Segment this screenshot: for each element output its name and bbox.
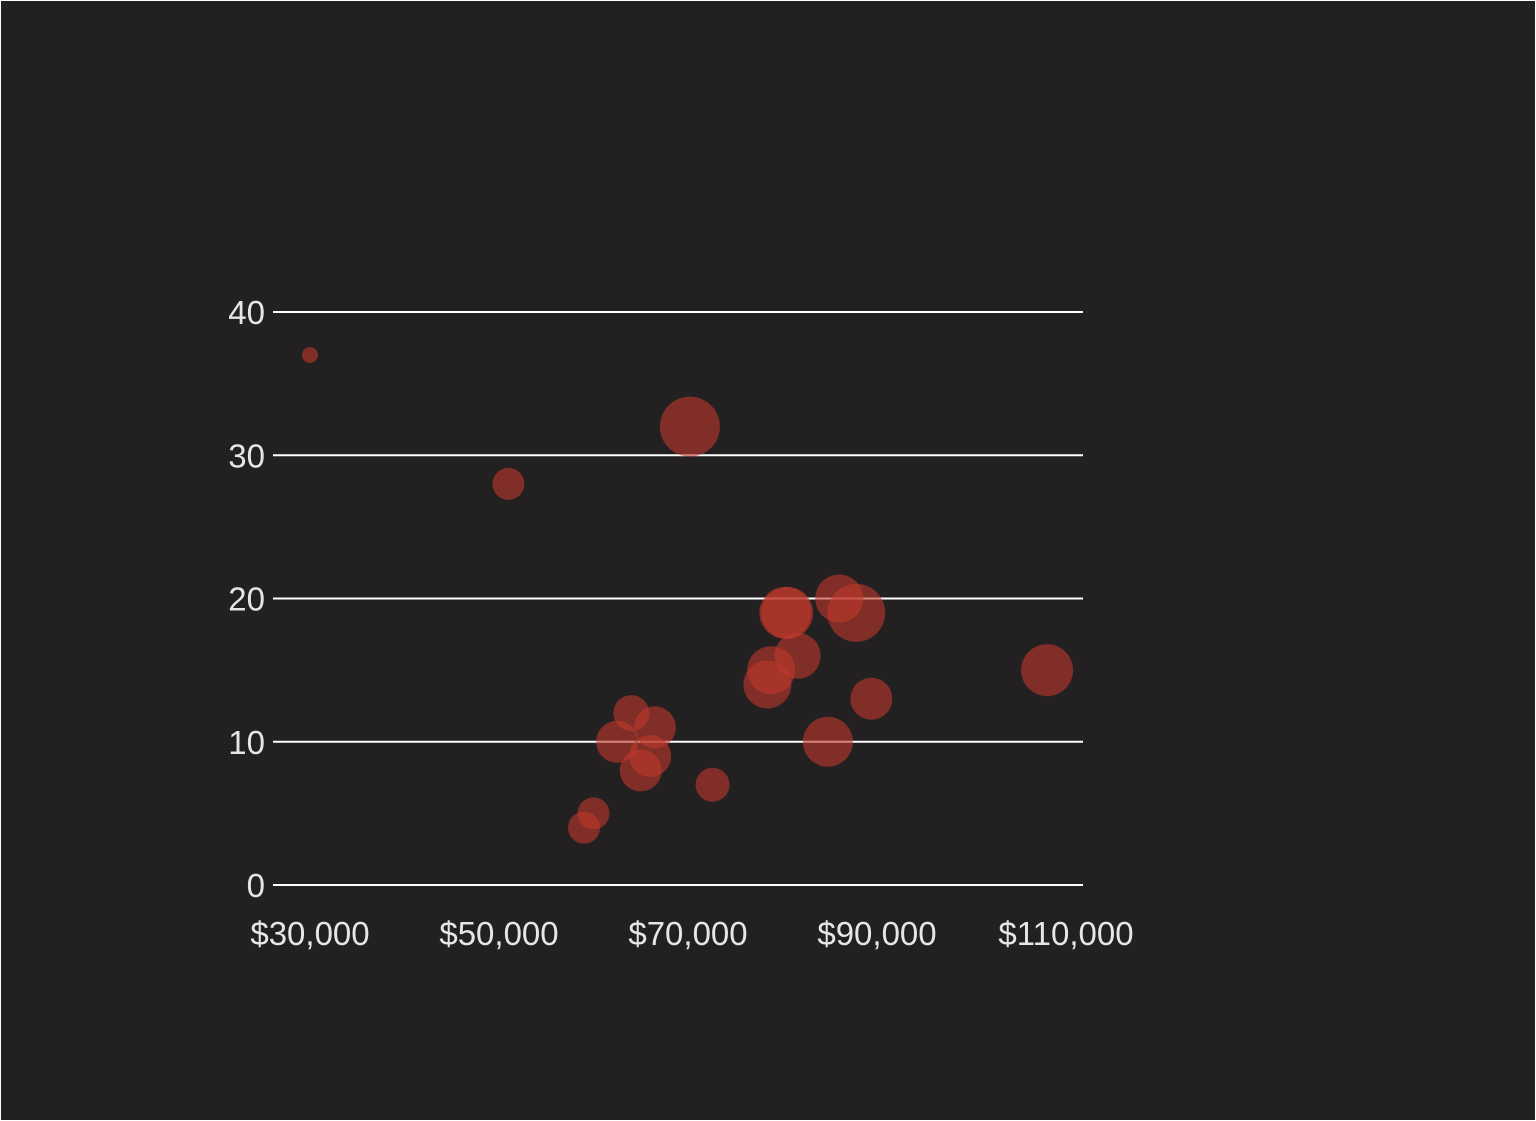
y-tick-label: 30 [228,437,265,474]
bubble-point-19[interactable] [827,583,886,642]
bubble-point-3[interactable] [659,396,720,457]
x-tick-label: $90,000 [817,915,936,952]
x-tick-label: $50,000 [439,915,558,952]
bubble-point-2[interactable] [492,467,525,500]
bubble-point-5[interactable] [577,797,610,830]
x-tick-label: $110,000 [998,915,1133,952]
x-tick-label: $30,000 [250,915,369,952]
bubble-point-21[interactable] [1021,644,1074,697]
bubble-point-15[interactable] [761,586,814,639]
x-axis-tick-labels: $30,000 $50,000 $70,000 $90,000 $110,000 [250,915,1133,952]
bubble-point-16[interactable] [774,632,821,679]
gridlines [273,311,1083,886]
x-tick-label: $70,000 [628,915,747,952]
bubble-point-1[interactable] [302,346,318,363]
bubble-point-11[interactable] [695,767,730,802]
y-tick-label: 0 [247,867,265,904]
bubbles [302,346,1074,844]
bubble-point-20[interactable] [850,677,893,720]
y-tick-label: 20 [228,581,265,618]
y-axis-tick-labels: 0 10 20 30 40 [228,294,265,904]
y-tick-label: 10 [228,724,265,761]
bubble-point-10[interactable] [633,706,676,749]
bubble-point-6[interactable] [596,720,639,763]
y-tick-label: 40 [228,294,265,331]
bubble-point-17[interactable] [802,716,853,767]
